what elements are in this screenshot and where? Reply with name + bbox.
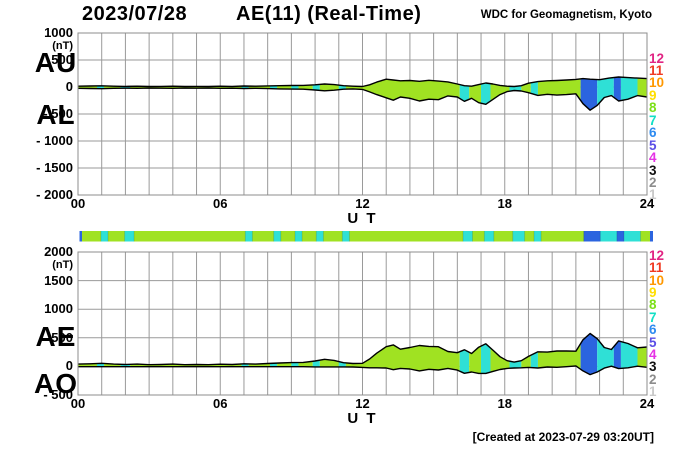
- y-tick-label-top: - 1000: [36, 133, 73, 148]
- x-tick-label-top: 12: [355, 196, 370, 211]
- y-tick-label-top: - 1500: [36, 160, 73, 175]
- x-tick-label-bottom: 18: [497, 396, 512, 411]
- index-label-au: AU: [34, 47, 78, 78]
- observatory-credit: WDC for Geomagnetism, Kyoto: [480, 9, 652, 21]
- y-tick-label-bottom: 0: [65, 358, 73, 374]
- station-count-7: 7: [649, 309, 657, 325]
- y-tick-label-top: - 500: [43, 106, 73, 121]
- created-timestamp: [Created at 2023-07-29 03:20UT]: [472, 430, 654, 444]
- x-axis-title-bottom: U T: [347, 410, 378, 427]
- y-tick-label-top: 0: [65, 79, 73, 94]
- station-count-12: 12: [649, 248, 665, 263]
- index-label-ao: AO: [34, 368, 78, 399]
- y-tick-label-bottom: 1500: [44, 272, 73, 288]
- y-tick-label-bottom: - 500: [43, 387, 73, 402]
- station-count-9: 9: [649, 285, 657, 301]
- y-tick-label-top: 1000: [44, 25, 73, 40]
- x-tick-label-top: 06: [213, 196, 228, 211]
- unit-label-top: (nT): [52, 40, 73, 52]
- station-count-10: 10: [649, 75, 665, 91]
- station-count-4: 4: [649, 346, 657, 362]
- index-label-ae: AE: [35, 321, 77, 352]
- station-count-2: 2: [649, 371, 657, 387]
- station-count-12: 12: [649, 50, 665, 66]
- station-count-8: 8: [649, 100, 657, 116]
- station-count-3: 3: [649, 359, 657, 375]
- y-tick-label-bottom: 500: [51, 329, 73, 345]
- x-tick-label-bottom: 24: [639, 396, 655, 411]
- station-count-1: 1: [649, 187, 657, 203]
- y-tick-label-top: - 2000: [36, 187, 73, 202]
- station-count-4: 4: [649, 150, 657, 166]
- station-count-6: 6: [649, 125, 657, 141]
- station-count-11: 11: [649, 62, 664, 78]
- x-tick-label-top: 24: [639, 196, 655, 211]
- index-label-al: AL: [36, 99, 76, 130]
- plot-date: 2023/07/28: [82, 3, 188, 25]
- x-tick-label-top: 00: [70, 196, 86, 211]
- station-count-8: 8: [649, 297, 657, 313]
- station-count-11: 11: [649, 260, 664, 276]
- station-count-5: 5: [649, 137, 657, 153]
- station-count-6: 6: [649, 322, 657, 338]
- station-count-2: 2: [649, 175, 657, 190]
- station-count-9: 9: [649, 87, 657, 103]
- station-count-3: 3: [649, 162, 657, 178]
- x-tick-label-bottom: 06: [213, 396, 228, 411]
- x-tick-label-bottom: 00: [70, 396, 86, 411]
- station-count-10: 10: [649, 272, 665, 288]
- x-axis-title-top: U T: [347, 210, 378, 227]
- x-tick-label-top: 18: [497, 196, 512, 211]
- unit-label-bottom: (nT): [52, 259, 73, 271]
- x-tick-label-bottom: 12: [355, 396, 370, 411]
- page-title: AE(11) (Real-Time): [236, 3, 422, 25]
- station-count-7: 7: [649, 112, 657, 128]
- station-count-5: 5: [649, 334, 657, 350]
- station-count-1: 1: [649, 383, 657, 399]
- y-tick-label-bottom: 2000: [44, 244, 73, 259]
- y-tick-label-top: 500: [51, 52, 73, 67]
- y-tick-label-bottom: 1000: [44, 301, 73, 317]
